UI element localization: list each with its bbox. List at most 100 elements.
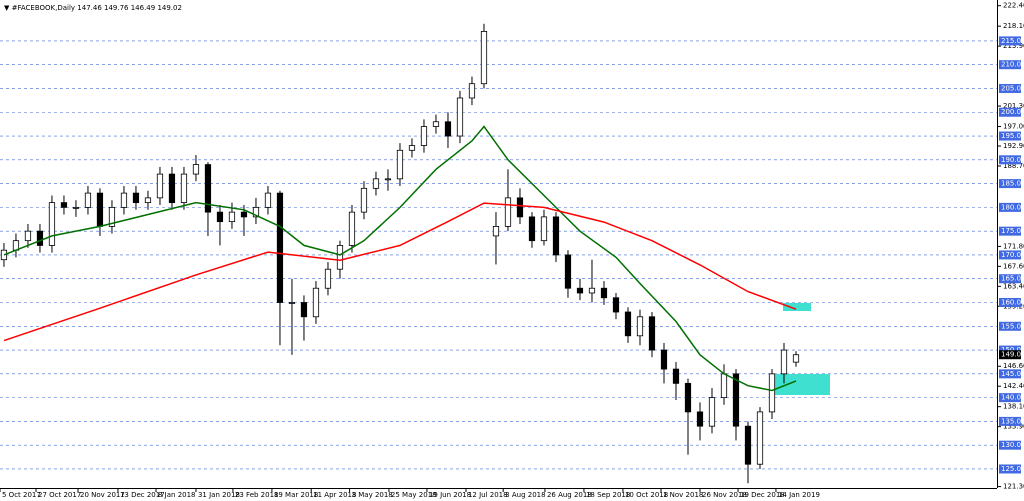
- level-label: 150.00: [1001, 346, 1024, 354]
- zone-box: [772, 374, 830, 395]
- level-label: 170.00: [1001, 251, 1024, 259]
- candle-body: [564, 254, 572, 289]
- candle-body: [228, 211, 236, 223]
- x-tick-label: 19 Mar 2018: [274, 491, 318, 499]
- candle-body: [540, 216, 548, 242]
- candle-body: [576, 287, 584, 294]
- level-label-box: [999, 107, 1021, 117]
- candle-body: [216, 211, 224, 223]
- candle-body: [636, 316, 644, 337]
- candle-body: [384, 178, 392, 181]
- candle-body: [660, 349, 668, 370]
- x-tick-label: 3 May 2018: [352, 491, 393, 499]
- level-label-box: [999, 202, 1021, 212]
- candle-body: [36, 230, 44, 246]
- x-tick-label: 13 Dec 2017: [120, 491, 165, 499]
- candle-body: [108, 206, 116, 227]
- level-label-box: [999, 298, 1021, 308]
- level-label: 215.00: [1001, 37, 1024, 45]
- level-label: 195.00: [1001, 132, 1024, 140]
- x-tick-label: 23 Feb 2018: [235, 491, 279, 499]
- level-label-box: [999, 83, 1021, 93]
- chart-title: ▼ #FACEBOOK,Daily 147.46 149.76 146.49 1…: [4, 4, 182, 12]
- level-label-box: [999, 179, 1021, 189]
- x-tick-label: 1 Nov 2018: [663, 491, 703, 499]
- current-price-box: [999, 350, 1021, 360]
- level-label: 190.00: [1001, 156, 1024, 164]
- candle-body: [288, 302, 296, 304]
- y-tick-label: 197.00: [1003, 123, 1024, 131]
- candle-body: [768, 373, 776, 413]
- candle-body: [792, 354, 800, 363]
- y-tick-label: 138.10: [1003, 403, 1024, 411]
- candle-body: [120, 192, 128, 208]
- candle-body: [84, 192, 92, 208]
- y-tick-label: 222.40: [1003, 2, 1024, 10]
- candles: [0, 23, 800, 484]
- candle-body: [312, 287, 320, 318]
- current-price-label: 149.02: [1001, 351, 1024, 359]
- candle-body: [144, 197, 152, 204]
- level-label: 185.00: [1001, 180, 1024, 188]
- candle-body: [252, 206, 260, 218]
- y-tick-label: 167.60: [1003, 262, 1024, 270]
- x-tick-label: 19 Jun 2018: [429, 491, 471, 499]
- level-label: 165.00: [1001, 275, 1024, 283]
- y-tick-label: 163.40: [1003, 282, 1024, 290]
- candle-body: [264, 192, 272, 208]
- level-label: 140.00: [1001, 394, 1024, 402]
- y-tick-label: 213.90: [1003, 42, 1024, 50]
- candle-body: [756, 411, 764, 465]
- candle-body: [408, 145, 416, 151]
- y-tick-label: 146.60: [1003, 362, 1024, 370]
- candle-body: [684, 382, 692, 413]
- candle-body: [360, 187, 368, 213]
- candle-body: [552, 216, 560, 256]
- candle-body: [348, 211, 356, 246]
- candle-body: [336, 245, 344, 270]
- candle-body: [780, 349, 788, 375]
- x-tick-label: 25 May 2018: [391, 491, 437, 499]
- level-label-box: [999, 250, 1021, 260]
- level-label: 180.00: [1001, 203, 1024, 211]
- x-tick-label: 26 Aug 2018: [547, 491, 592, 499]
- x-tick-label: 11 Apr 2018: [313, 491, 356, 499]
- candle-body: [168, 173, 176, 204]
- x-tick-label: 31 Jan 2018: [198, 491, 240, 499]
- x-tick-label: 10 Oct 2018: [625, 491, 668, 499]
- zone-box: [783, 303, 811, 311]
- level-label-box: [999, 416, 1021, 426]
- candle-body: [192, 164, 200, 175]
- x-tick-label: 26 Nov 2018: [702, 491, 747, 499]
- level-label: 135.00: [1001, 417, 1024, 425]
- candle-body: [744, 425, 752, 465]
- candle-body: [204, 164, 212, 213]
- candle-body: [672, 368, 680, 384]
- candle-body: [480, 30, 488, 85]
- candle-body: [132, 192, 140, 204]
- candle-body: [696, 411, 704, 427]
- level-label: 125.00: [1001, 465, 1024, 473]
- candle-body: [624, 311, 632, 337]
- candle-body: [468, 83, 476, 99]
- candle-body: [528, 216, 536, 242]
- level-label-box: [999, 36, 1021, 46]
- level-label: 130.00: [1001, 441, 1024, 449]
- candle-body: [60, 202, 68, 208]
- candle-body: [156, 173, 164, 199]
- candle-body: [516, 197, 524, 218]
- y-tick-label: 188.70: [1003, 162, 1024, 170]
- candle-body: [24, 230, 32, 242]
- x-tick-label: 18 Sep 2018: [586, 491, 630, 499]
- candle-body: [732, 373, 740, 427]
- x-tick-label: 14 Jan 2019: [778, 491, 820, 499]
- y-tick-label: 121.30: [1003, 483, 1024, 491]
- candle-body: [456, 97, 464, 137]
- candle-body: [720, 373, 728, 399]
- candle-body: [96, 192, 104, 227]
- x-tick-label: 8 Jan 2018: [158, 491, 196, 499]
- y-tick-label: 142.40: [1003, 382, 1024, 390]
